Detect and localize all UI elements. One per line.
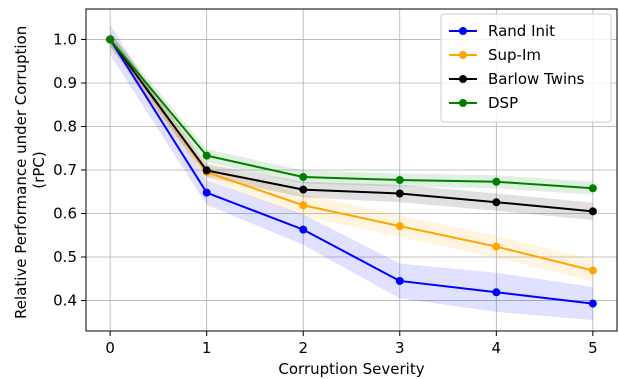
x-tick-label: 2 [298, 339, 308, 357]
y-axis-ticks: 0.4 0.5 0.6 0.7 0.8 0.9 1.0 [53, 30, 86, 310]
x-tick-label: 5 [588, 339, 598, 357]
y-tick-label: 0.4 [53, 292, 77, 310]
series-lines [109, 38, 594, 305]
x-tick-label: 4 [492, 339, 502, 357]
data-point [492, 198, 501, 207]
data-point [299, 201, 308, 210]
confidence-band [110, 24, 593, 321]
confidence-band [110, 32, 593, 195]
y-axis-label: Relative Performance under Corruption (r… [12, 21, 48, 319]
data-point [106, 35, 115, 44]
confidence-bands [110, 24, 593, 321]
x-tick-label: 1 [202, 339, 212, 357]
data-point [299, 172, 308, 181]
data-point [299, 225, 308, 234]
data-point [395, 189, 404, 198]
y-tick-label: 0.5 [53, 248, 77, 266]
data-point [202, 151, 211, 160]
y-tick-label: 1.0 [53, 30, 77, 48]
data-point [588, 207, 597, 216]
series-line [109, 38, 593, 190]
data-point [492, 242, 501, 251]
legend-label: DSP [488, 94, 518, 112]
data-point [492, 177, 501, 186]
legend: Rand Init Sup-Im Barlow Twins DSP [440, 13, 612, 123]
data-point [588, 266, 597, 275]
legend-box [440, 13, 612, 123]
legend-marker [459, 75, 467, 83]
data-point [588, 299, 597, 308]
x-axis-ticks: 0 1 2 3 4 5 [105, 331, 598, 357]
data-point [202, 188, 211, 197]
data-point [395, 222, 404, 231]
data-point [395, 276, 404, 285]
series-markers [106, 35, 597, 308]
confidence-band [110, 32, 593, 221]
legend-marker [459, 27, 467, 35]
legend-marker [459, 99, 467, 107]
y-tick-label: 0.6 [53, 205, 77, 223]
y-tick-label: 0.7 [53, 161, 77, 179]
series-line [109, 38, 593, 213]
y-tick-label: 0.9 [53, 74, 77, 92]
y-axis-label-line-2: (rPC) [30, 151, 48, 188]
legend-marker [459, 51, 467, 59]
series-line [109, 38, 593, 305]
x-tick-label: 3 [395, 339, 405, 357]
data-point [588, 184, 597, 193]
legend-label: Sup-Im [488, 46, 541, 64]
legend-label: Barlow Twins [488, 70, 585, 88]
legend-label: Rand Init [488, 22, 555, 40]
data-point [492, 288, 501, 297]
data-point [202, 166, 211, 175]
confidence-band [110, 30, 593, 282]
data-point [395, 176, 404, 185]
x-axis-label: Corruption Severity [278, 360, 424, 378]
y-tick-label: 0.8 [53, 117, 77, 135]
x-tick-label: 0 [105, 339, 115, 357]
data-point [299, 185, 308, 194]
y-axis-label-line-1: Relative Performance under Corruption [12, 26, 30, 319]
